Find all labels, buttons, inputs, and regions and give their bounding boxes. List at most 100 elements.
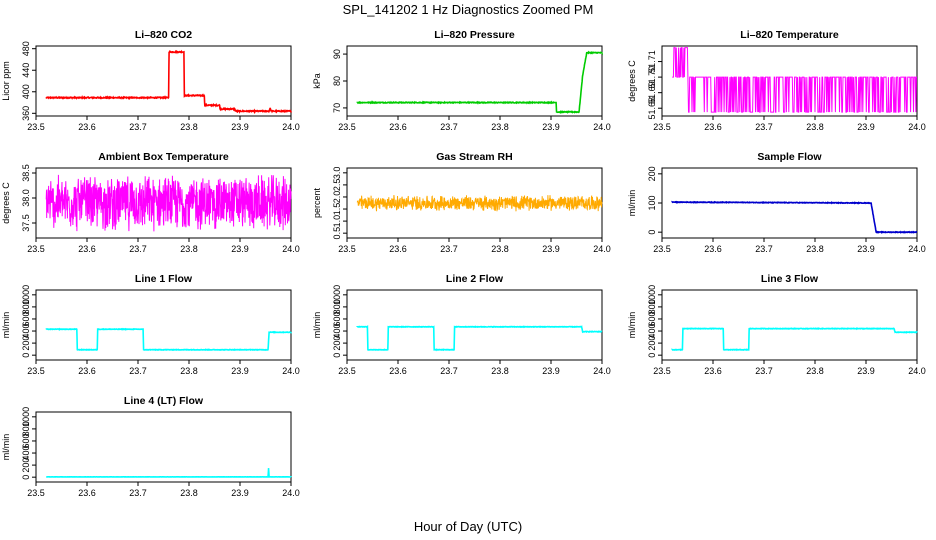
plot-frame (661, 289, 918, 361)
x-tick-label: 23.8 (491, 366, 509, 376)
x-tick-label: 23.8 (491, 244, 509, 254)
x-tick-label: 24.0 (908, 244, 926, 254)
y-tick-label: 360 (21, 106, 31, 121)
x-tick-label: 24.0 (282, 488, 300, 498)
x-tick-label: 23.7 (755, 366, 773, 376)
y-tick-label: 1000 (21, 285, 31, 305)
panel-9: Line 3 Flow 23.5 23.6 23.7 23.8 23.9 24.0 0 2004… (627, 273, 926, 376)
y-tick-label: 600 (332, 311, 342, 326)
x-tick-label: 24.0 (908, 122, 926, 132)
panel-2: Li–820 Pressure 23.5 23.6 23.7 23.8 23.9 24.0 7… (312, 29, 611, 132)
x-tick-label: 23.6 (78, 122, 96, 132)
y-tick-label: 200 (21, 458, 31, 473)
y-tick-label: 400 (21, 446, 31, 461)
x-tick-label: 24.0 (282, 122, 300, 132)
panel-title: Ambient Box Temperature (98, 151, 229, 163)
x-tick-label: 23.7 (129, 488, 147, 498)
x-tick-label: 23.9 (857, 122, 875, 132)
y-axis-label: degrees C (627, 60, 637, 102)
y-tick-label: 0 (647, 353, 657, 358)
y-axis-label: ml/min (1, 434, 11, 461)
y-tick-label: 440 (21, 63, 31, 78)
series-line (671, 327, 918, 352)
y-tick-label: 800 (21, 299, 31, 314)
x-tick-label: 23.9 (857, 366, 875, 376)
y-tick-label: 200 (647, 336, 657, 351)
panel-5: Gas Stream RH 23.5 23.6 23.7 23.8 23.9 24.0 0.5… (312, 151, 611, 254)
x-tick-label: 23.8 (806, 366, 824, 376)
x-tick-label: 23.6 (389, 366, 407, 376)
y-tick-label: 51.70 (647, 66, 657, 89)
x-tick-label: 23.5 (338, 244, 356, 254)
y-tick-label: 0 (332, 353, 342, 358)
x-tick-label: 23.6 (704, 244, 722, 254)
x-tick-label: 23.7 (755, 244, 773, 254)
y-tick-label: 1000 (332, 285, 342, 305)
x-tick-label: 23.8 (806, 244, 824, 254)
y-tick-label: 200 (332, 336, 342, 351)
x-tick-label: 23.8 (180, 244, 198, 254)
x-tick-label: 23.7 (129, 244, 147, 254)
figure-title: SPL_141202 1 Hz Diagnostics Zoomed PM (343, 2, 594, 17)
y-axis-label: percent (312, 187, 322, 218)
series-line (356, 50, 603, 114)
x-tick-label: 23.6 (704, 366, 722, 376)
x-tick-label: 24.0 (593, 366, 611, 376)
x-tick-label: 23.5 (27, 366, 45, 376)
y-tick-label: 1000 (647, 285, 657, 305)
x-tick-label: 23.8 (806, 122, 824, 132)
y-tick-label: 38.5 (21, 164, 31, 182)
series-line (356, 195, 603, 212)
series-line (46, 468, 292, 478)
panel-title: Li–820 CO2 (135, 29, 192, 41)
y-axis-label: ml/min (1, 312, 11, 339)
x-tick-label: 23.7 (440, 244, 458, 254)
panel-title: Line 4 (LT) Flow (124, 395, 204, 407)
y-tick-label: 0 (21, 353, 31, 358)
y-tick-label: 200 (21, 336, 31, 351)
x-tick-label: 23.7 (440, 122, 458, 132)
y-tick-label: 0 (647, 230, 657, 235)
y-tick-label: 1000 (21, 407, 31, 427)
x-tick-label: 23.8 (180, 122, 198, 132)
panels: Li–820 CO2 23.5 23.6 23.7 23.8 23.9 24.0 360 400… (1, 29, 926, 498)
y-tick-label: 90 (332, 49, 342, 59)
x-tick-label: 24.0 (282, 366, 300, 376)
panel-title: Line 1 Flow (135, 273, 193, 285)
x-tick-label: 23.7 (440, 366, 458, 376)
panel-title: Line 2 Flow (446, 273, 504, 285)
y-tick-label: 51.71 (647, 50, 657, 73)
y-tick-label: 37.5 (21, 214, 31, 232)
y-tick-label: 800 (21, 421, 31, 436)
panel-7: Line 1 Flow 23.5 23.6 23.7 23.8 23.9 24.0 0 2004… (1, 273, 300, 376)
x-tick-label: 23.5 (27, 244, 45, 254)
y-tick-label: 2.5 (332, 179, 342, 192)
y-tick-label: 1.5 (332, 203, 342, 216)
x-tick-label: 23.9 (542, 122, 560, 132)
x-tick-label: 23.6 (78, 366, 96, 376)
x-tick-label: 24.0 (908, 366, 926, 376)
x-tick-label: 23.8 (491, 122, 509, 132)
x-tick-label: 23.8 (180, 366, 198, 376)
x-axis-label: Hour of Day (UTC) (414, 519, 522, 534)
x-tick-label: 23.9 (857, 244, 875, 254)
x-tick-label: 23.5 (653, 122, 671, 132)
plot-frame (35, 289, 292, 361)
panel-6: Sample Flow 23.5 23.6 23.7 23.8 23.9 24.0 0 100 2… (627, 151, 926, 254)
y-tick-label: 600 (647, 311, 657, 326)
series-line (45, 174, 292, 232)
y-tick-label: 600 (21, 433, 31, 448)
y-axis-label: ml/min (627, 312, 637, 339)
y-tick-label: 38.0 (21, 189, 31, 207)
x-tick-label: 23.8 (180, 488, 198, 498)
x-tick-label: 23.9 (231, 244, 249, 254)
y-axis-label: ml/min (627, 190, 637, 217)
y-tick-label: 800 (332, 299, 342, 314)
x-tick-label: 23.5 (27, 488, 45, 498)
y-tick-label: 0 (21, 475, 31, 480)
series-line (45, 49, 292, 115)
panel-title: Li–820 Temperature (740, 29, 839, 41)
plot-frame (35, 411, 292, 483)
